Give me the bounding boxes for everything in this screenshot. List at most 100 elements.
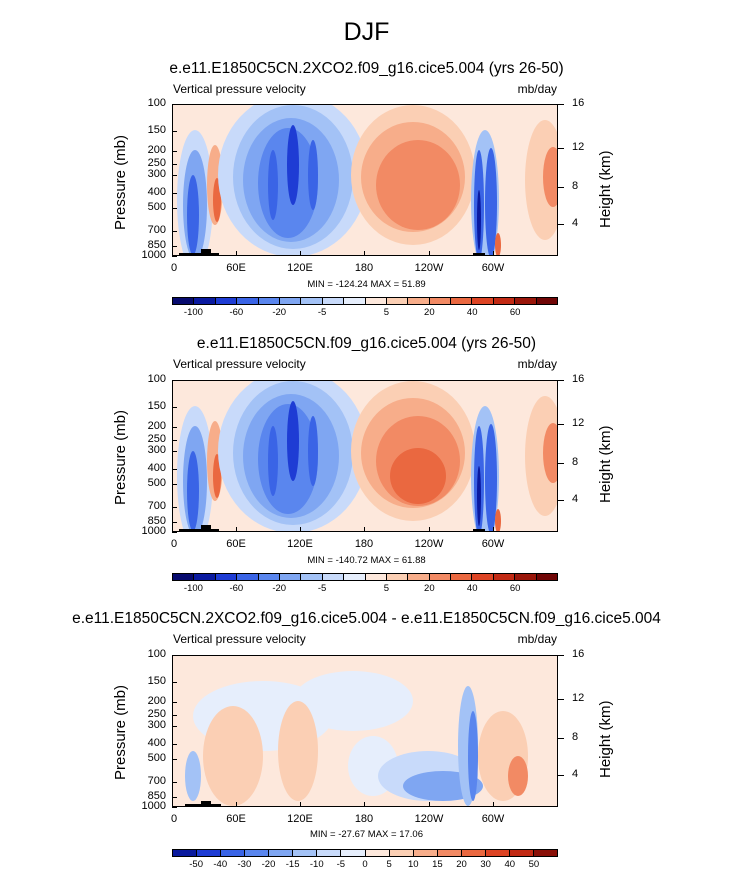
colorbar: [172, 573, 558, 581]
colorbar-label: 40: [466, 583, 478, 594]
colorbar-swatch: [301, 574, 323, 580]
contour-region: [468, 711, 478, 801]
pressure-tick-label: 700: [147, 500, 166, 512]
colorbar-swatch: [173, 850, 198, 856]
pressure-tick-mark: [172, 231, 177, 232]
contour-region: [268, 150, 278, 220]
longitude-tick-mark: [172, 802, 173, 807]
colorbar-swatch: [344, 574, 366, 580]
longitude-tick-mark: [493, 251, 494, 256]
height-tick-label: 16: [572, 373, 585, 385]
variable-label: Vertical pressure velocity: [173, 357, 306, 371]
pressure-tick-mark: [172, 759, 177, 760]
colorbar-swatch: [472, 574, 494, 580]
colorbar-label: 20: [424, 307, 435, 318]
colorbar-label: 30: [480, 859, 491, 870]
colorbar-swatch: [509, 850, 534, 856]
pressure-tick-label: 150: [147, 400, 166, 412]
height-tick-mark: [558, 463, 564, 464]
colorbar-swatch: [317, 850, 342, 856]
colorbar-label: 10: [407, 859, 419, 870]
pressure-tick-mark: [172, 484, 177, 485]
variable-label: Vertical pressure velocity: [173, 82, 306, 96]
colorbar-label: 5: [383, 307, 390, 318]
pressure-tick-label: 1000: [141, 800, 166, 812]
colorbar-swatch: [258, 574, 280, 580]
pressure-tick-label: 200: [147, 144, 166, 156]
longitude-tick-mark: [429, 527, 430, 532]
colorbar-label: 20: [424, 583, 435, 594]
colorbar-swatch: [536, 298, 558, 304]
colorbar-swatch: [437, 850, 462, 856]
units-label: mb/day: [517, 82, 557, 96]
colorbar-swatch: [386, 574, 409, 580]
pressure-tick-mark: [172, 151, 177, 152]
contour-region: [376, 140, 460, 230]
pressure-tick-mark: [172, 407, 177, 408]
contour-region: [293, 671, 413, 731]
pressure-tick-mark: [172, 440, 177, 441]
colorbar-label: 40: [504, 859, 516, 870]
longitude-tick-label: 120W: [414, 813, 444, 825]
contour-region: [308, 140, 318, 210]
pressure-tick-mark: [172, 726, 177, 727]
pressure-tick-mark: [172, 164, 177, 165]
contour-region: [179, 253, 219, 255]
colorbar-swatch: [413, 850, 438, 856]
contour-region: [485, 148, 497, 255]
contour-region: [201, 249, 211, 255]
longitude-tick-mark: [300, 527, 301, 532]
colorbar-label: -50: [189, 859, 203, 870]
height-tick-label: 4: [572, 768, 579, 780]
min-max-text: MIN = -124.24 MAX = 51.89: [307, 279, 426, 290]
height-tick-mark: [558, 500, 564, 501]
contour-region: [308, 416, 318, 486]
colorbar-label: -5: [317, 307, 327, 318]
height-tick-label: 16: [572, 97, 585, 109]
pressure-tick-mark: [172, 246, 177, 247]
pressure-tick-label: 700: [147, 224, 166, 236]
contour-field: [173, 381, 557, 531]
colorbar-swatch: [493, 574, 516, 580]
pressure-tick-mark: [172, 782, 177, 783]
colorbar-swatch: [194, 298, 216, 304]
height-tick-mark: [558, 148, 564, 149]
y-axis-label-right: Height (km): [597, 700, 614, 778]
colorbar-swatch: [451, 298, 473, 304]
colorbar-swatch: [269, 850, 294, 856]
colorbar-swatch: [245, 850, 270, 856]
units-label: mb/day: [517, 357, 557, 371]
contour-plot: [172, 380, 558, 532]
pressure-tick-label: 400: [147, 462, 166, 474]
pressure-tick-mark: [172, 427, 177, 428]
colorbar-label: -5: [336, 859, 346, 870]
colorbar-swatch: [365, 574, 387, 580]
units-label: mb/day: [517, 632, 557, 646]
colorbar-label: -30: [237, 859, 252, 870]
colorbar: [172, 849, 558, 857]
height-tick-mark: [558, 380, 564, 381]
colorbar-label: 15: [432, 859, 443, 870]
colorbar-swatch: [258, 298, 280, 304]
min-max-text: MIN = -27.67 MAX = 17.06: [309, 829, 423, 840]
pressure-tick-label: 250: [147, 433, 166, 445]
colorbar-swatch: [221, 850, 246, 856]
longitude-tick-mark: [364, 251, 365, 256]
colorbar-swatch: [493, 298, 516, 304]
longitude-tick-label: 60W: [481, 262, 505, 274]
colorbar-swatch: [515, 574, 537, 580]
height-tick-label: 8: [572, 180, 579, 192]
longitude-tick-mark: [236, 251, 237, 256]
longitude-tick-label: 120W: [414, 262, 444, 274]
colorbar-label: 5: [383, 583, 390, 594]
colorbar-swatch: [533, 850, 557, 856]
colorbar-swatch: [279, 574, 302, 580]
longitude-tick-label: 120E: [287, 813, 313, 825]
contour-region: [179, 529, 219, 531]
pressure-tick-label: 250: [147, 157, 166, 169]
colorbar-swatch: [341, 850, 366, 856]
colorbar-label: -100: [183, 307, 203, 318]
pressure-tick-label: 400: [147, 737, 166, 749]
colorbar-swatch: [237, 574, 259, 580]
pressure-tick-label: 150: [147, 124, 166, 136]
